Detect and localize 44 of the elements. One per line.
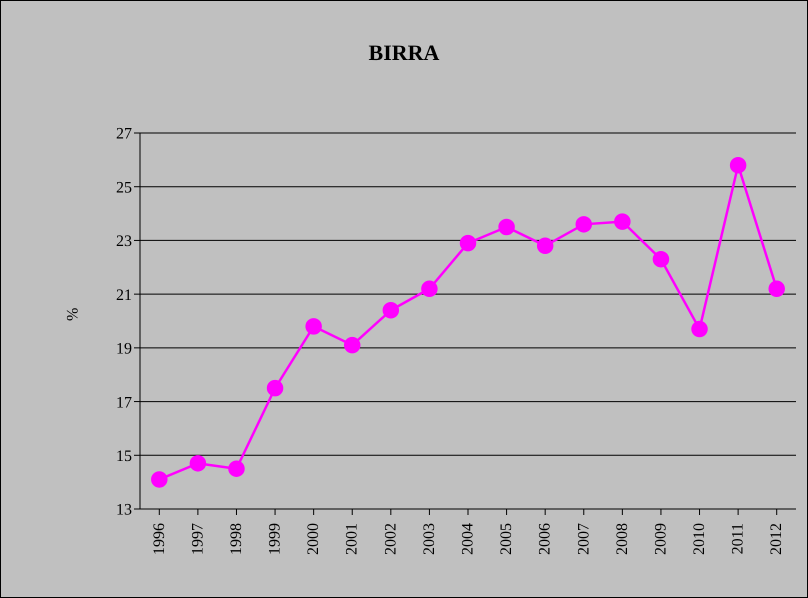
x-tick-label: 2011 [730, 523, 747, 554]
y-axis-title: % [64, 308, 82, 321]
point [614, 213, 631, 230]
x-tick-label: 1999 [266, 523, 284, 555]
x-tick-label: 2008 [614, 523, 631, 555]
y-tick-label: 25 [116, 179, 132, 196]
point [305, 318, 322, 335]
y-tick-label: 27 [116, 126, 132, 143]
x-tick-label: 1996 [150, 523, 168, 555]
x-tick-label: 1997 [189, 523, 206, 555]
x-tick-label: 2012 [768, 523, 786, 555]
x-tick-label: 2003 [420, 523, 438, 555]
x-tick-label: 2000 [305, 523, 322, 555]
point [691, 320, 708, 338]
point [228, 460, 245, 477]
y-tick-label: 13 [116, 502, 132, 519]
x-tick-label: 1998 [228, 523, 245, 555]
x-tick-label: 2009 [652, 523, 670, 555]
point [190, 455, 206, 472]
x-tick-label: 2004 [460, 523, 476, 555]
point [344, 336, 360, 354]
point [652, 250, 670, 268]
y-tick-label: 15 [116, 448, 132, 465]
y-tick-label: 17 [116, 394, 132, 412]
point [382, 302, 400, 319]
point [151, 471, 168, 488]
x-tick-label: 2005 [498, 523, 516, 555]
y-tick-label: 19 [116, 340, 132, 358]
point [421, 280, 438, 298]
x-tick-label: 2007 [575, 523, 592, 555]
x-tick-label: 2010 [691, 523, 708, 555]
y-tick-label: 21 [116, 286, 132, 304]
x-tick-label: 2002 [382, 523, 400, 555]
point [576, 216, 592, 233]
point [460, 234, 476, 252]
y-tick-label: 23 [116, 233, 132, 250]
x-tick-label: 2001 [344, 523, 361, 555]
x-tick-label: 2006 [536, 523, 554, 555]
chart-title: BIRRA [368, 40, 440, 66]
point [730, 156, 746, 174]
point [768, 280, 785, 298]
point [266, 380, 284, 396]
point [498, 218, 515, 236]
point [536, 238, 554, 254]
